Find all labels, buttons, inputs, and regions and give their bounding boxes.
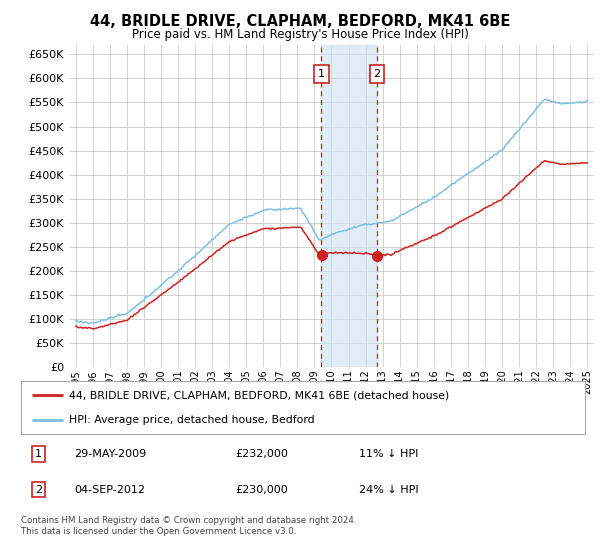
Text: 2: 2 [35,485,42,494]
Text: 44, BRIDLE DRIVE, CLAPHAM, BEDFORD, MK41 6BE: 44, BRIDLE DRIVE, CLAPHAM, BEDFORD, MK41… [90,14,510,29]
Bar [322,45,377,367]
Text: 2: 2 [373,69,380,78]
Text: 24% ↓ HPI: 24% ↓ HPI [359,485,419,494]
Text: £230,000: £230,000 [235,485,288,494]
Text: 11% ↓ HPI: 11% ↓ HPI [359,449,419,459]
Text: Price paid vs. HM Land Registry's House Price Index (HPI): Price paid vs. HM Land Registry's House … [131,28,469,41]
Text: £232,000: £232,000 [235,449,288,459]
Text: 1: 1 [35,449,42,459]
Text: 44, BRIDLE DRIVE, CLAPHAM, BEDFORD, MK41 6BE (detached house): 44, BRIDLE DRIVE, CLAPHAM, BEDFORD, MK41… [69,390,449,400]
Text: HPI: Average price, detached house, Bedford: HPI: Average price, detached house, Bedf… [69,414,314,424]
Text: 04-SEP-2012: 04-SEP-2012 [74,485,146,494]
Text: 1: 1 [318,69,325,78]
Text: Contains HM Land Registry data © Crown copyright and database right 2024.
This d: Contains HM Land Registry data © Crown c… [21,516,356,536]
Text: 29-MAY-2009: 29-MAY-2009 [74,449,147,459]
